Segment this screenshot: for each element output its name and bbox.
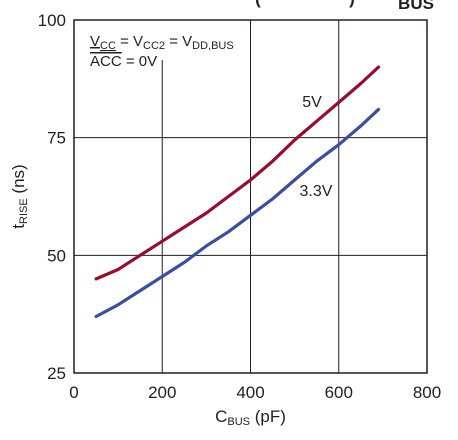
y-axis-label: tRISE (ns): [9, 164, 30, 228]
x-tick-label: 200: [148, 383, 176, 402]
series-label-1: 3.3V: [300, 183, 333, 200]
chart-grid: [74, 20, 427, 373]
y-tick-label: 25: [47, 364, 66, 383]
x-tick-label: 400: [236, 383, 264, 402]
series-label-0: 5V: [302, 94, 322, 111]
x-tick-label: 600: [325, 383, 353, 402]
title-fragment-close: ): [349, 0, 355, 8]
x-tick-labels: 0 200 400 600 800: [69, 383, 441, 402]
title-fragment-open: (: [255, 0, 261, 8]
series-line-1: [94, 107, 381, 319]
y-tick-label: 75: [47, 129, 66, 148]
x-tick-label: 0: [69, 383, 78, 402]
chart-series: [94, 65, 381, 319]
y-tick-labels: 25 50 75 100: [38, 11, 66, 383]
series-line-0: [94, 65, 381, 281]
plot-frame: [73, 19, 428, 374]
title-fragment-sub: BUS: [398, 0, 434, 13]
y-tick-label: 100: [38, 11, 66, 30]
x-axis-label: CBUS (pF): [215, 407, 286, 428]
series-labels: 5V 3.3V: [300, 94, 333, 200]
condition-line-0: VCC = VCC2 = VDD,BUS: [90, 33, 234, 52]
condition-line-1: ACC = 0V: [90, 53, 157, 70]
y-tick-label: 50: [47, 246, 66, 265]
chart-title-fragment: () BUS: [255, 0, 434, 13]
x-tick-label: 800: [413, 383, 441, 402]
